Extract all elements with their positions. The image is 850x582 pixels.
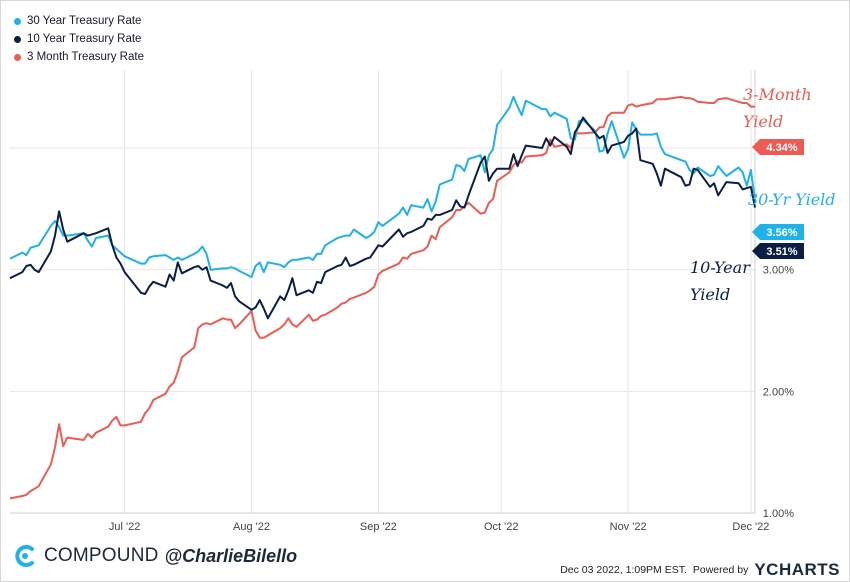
legend-swatch-3mo <box>14 53 21 61</box>
compound-logo-icon <box>15 545 34 567</box>
annotation-10yr: 10-Year <box>690 258 751 277</box>
annotation-3mo: 3-Month <box>743 85 812 104</box>
svg-text:4.34%: 4.34% <box>766 142 797 154</box>
twitter-handle: @CharlieBilello <box>164 545 298 566</box>
legend: 30 Year Treasury Rate 10 Year Treasury R… <box>14 12 144 66</box>
timestamp: Dec 03 2022, 1:09PM EST. <box>560 564 687 576</box>
x-tick-label: Sep '22 <box>360 521 397 533</box>
legend-label-30yr: 30 Year Treasury Rate <box>27 15 142 27</box>
end-label-3mo: 4.34% <box>752 139 804 155</box>
series-10yr-line <box>9 116 756 320</box>
legend-item-3mo[interactable]: 3 Month Treasury Rate <box>14 48 144 66</box>
legend-label-10yr: 10 Year Treasury Rate <box>27 33 142 45</box>
end-label-30yr: 3.56% <box>752 224 804 240</box>
legend-swatch-30yr <box>14 17 21 25</box>
series-30yr-line <box>9 95 756 278</box>
annotation-3mo: Yield <box>743 112 783 131</box>
annotation-30yr: 30-Yr Yield <box>748 190 836 209</box>
end-label-10yr: 3.51% <box>752 243 804 259</box>
y-tick-label: 1.00% <box>763 508 794 520</box>
annotation-10yr: Yield <box>690 285 730 304</box>
ycharts-logo[interactable]: YCHARTS <box>754 560 840 579</box>
legend-label-3mo: 3 Month Treasury Rate <box>27 51 144 63</box>
legend-item-30yr[interactable]: 30 Year Treasury Rate <box>14 12 144 30</box>
compound-brand: COMPOUND @CharlieBilello <box>12 543 297 569</box>
powered-by-label: Powered by <box>692 564 749 576</box>
x-tick-label: Aug '22 <box>233 521 270 533</box>
legend-item-10yr[interactable]: 10 Year Treasury Rate <box>14 30 144 48</box>
series-3mo-line <box>9 95 755 500</box>
x-tick-label: Jul '22 <box>109 521 140 533</box>
x-tick-label: Nov '22 <box>610 521 647 533</box>
brand-name: COMPOUND <box>44 545 159 566</box>
legend-swatch-10yr <box>14 35 21 43</box>
svg-text:3.51%: 3.51% <box>766 246 797 258</box>
x-tick-label: Dec '22 <box>732 521 769 533</box>
footer-credits: Dec 03 2022, 1:09PM EST. Powered by YCHA… <box>560 560 840 580</box>
y-tick-label: 2.00% <box>763 386 794 398</box>
x-tick-label: Oct '22 <box>484 521 519 533</box>
y-tick-label: 3.00% <box>763 265 794 277</box>
svg-text:3.56%: 3.56% <box>766 227 797 239</box>
